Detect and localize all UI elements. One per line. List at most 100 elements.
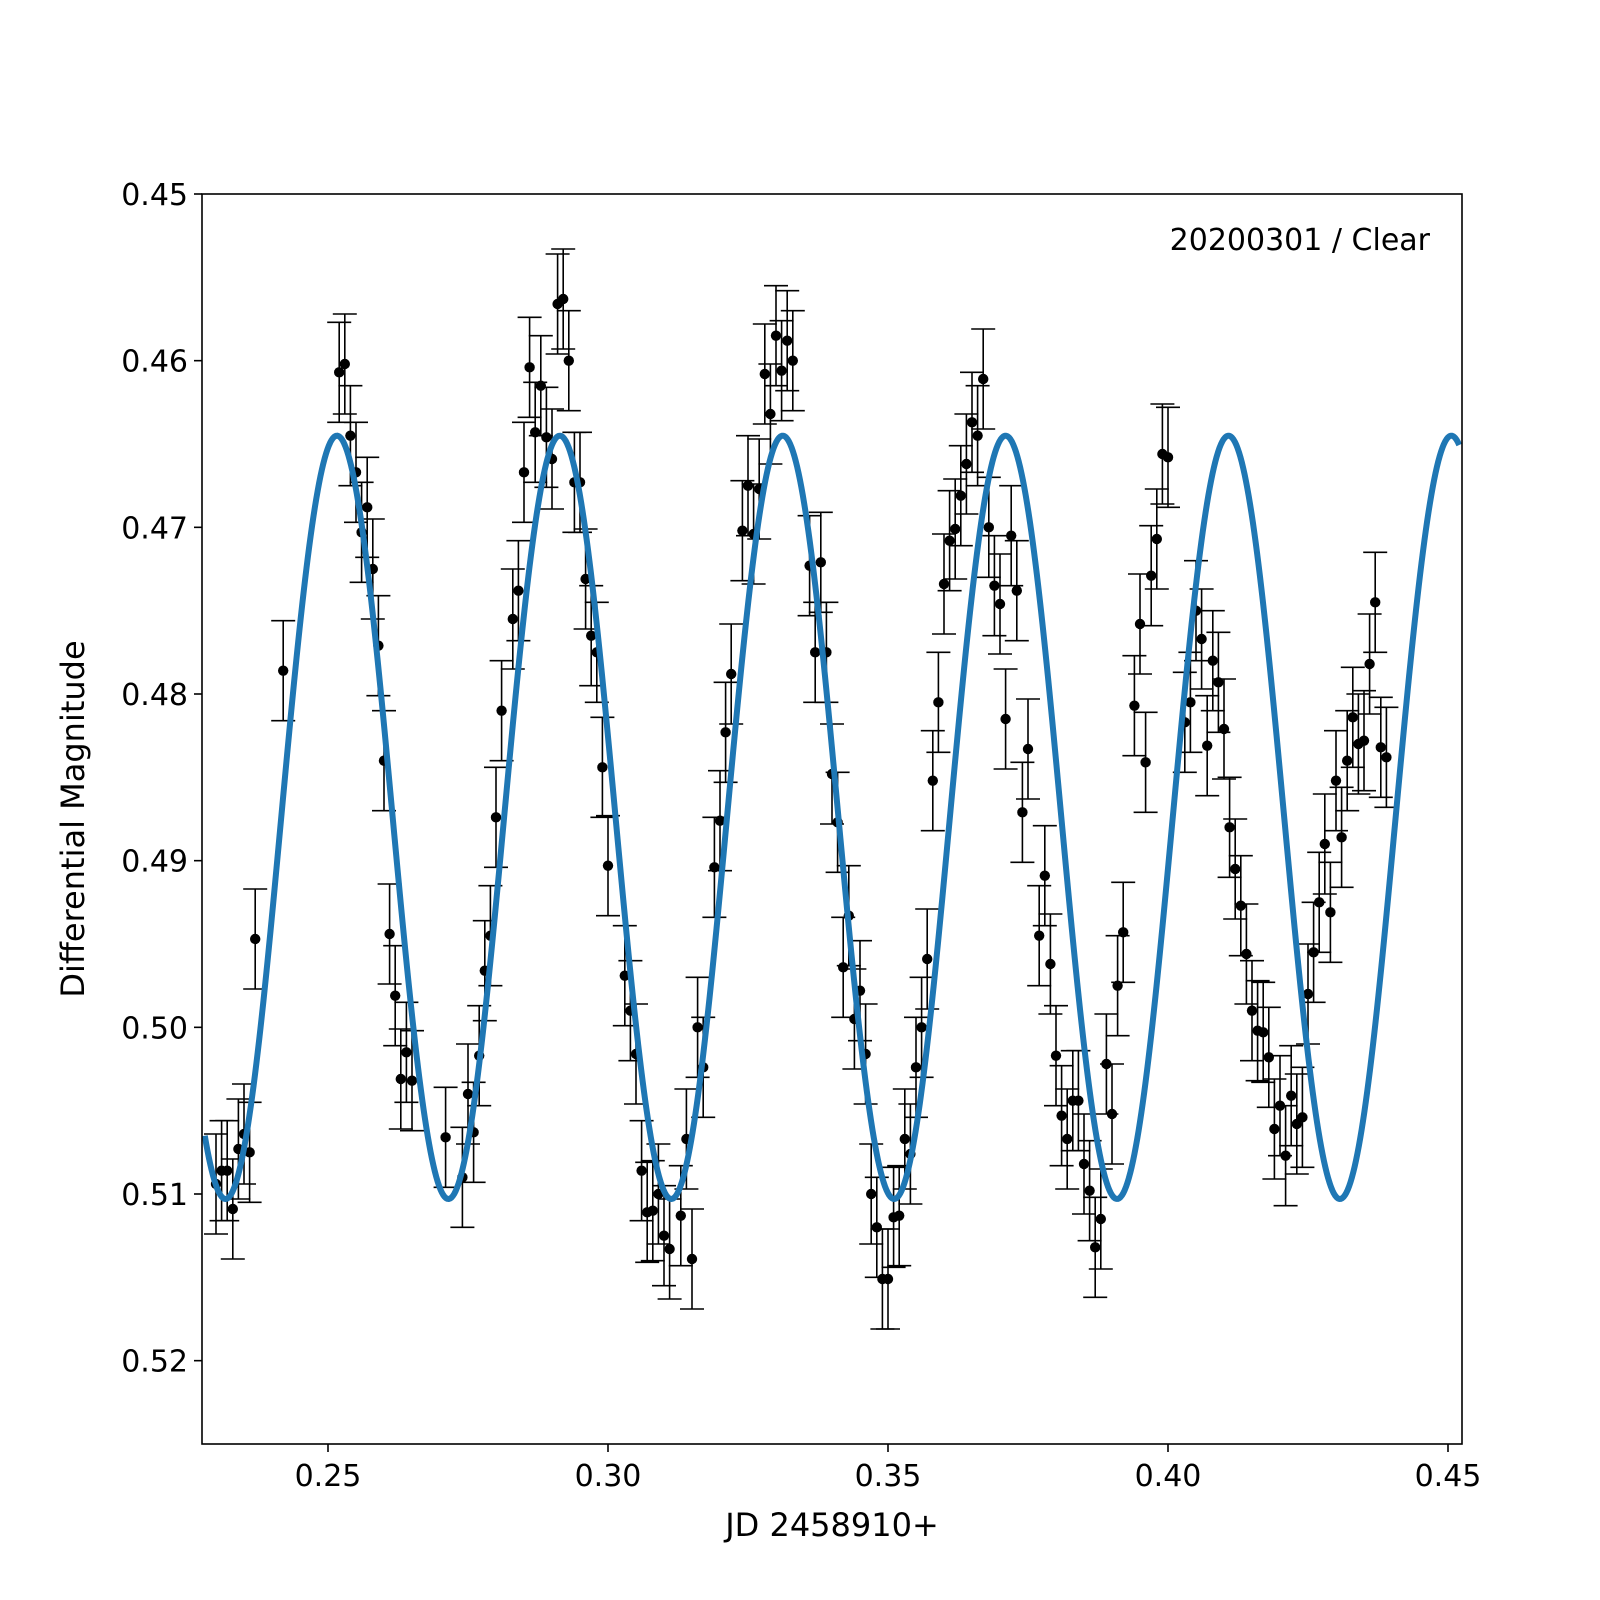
data-point xyxy=(496,705,507,716)
y-tick-label: 0.46 xyxy=(121,345,188,380)
data-point xyxy=(994,598,1006,610)
data-point xyxy=(933,697,944,708)
x-tick-label: 0.30 xyxy=(575,1459,642,1494)
data-point xyxy=(1213,677,1224,688)
data-point xyxy=(787,355,798,366)
data-point xyxy=(1297,1112,1308,1123)
data-point xyxy=(742,480,754,491)
data-point xyxy=(524,362,535,373)
data-point xyxy=(938,578,950,590)
data-point xyxy=(1140,757,1151,768)
y-tick-label: 0.51 xyxy=(121,1178,188,1213)
data-point xyxy=(916,1022,927,1033)
data-point xyxy=(1370,597,1381,608)
data-point xyxy=(1196,633,1207,645)
data-point xyxy=(1073,1095,1084,1106)
data-point xyxy=(1330,775,1342,786)
data-point xyxy=(1000,713,1011,725)
data-point xyxy=(944,535,955,546)
data-point xyxy=(955,490,966,501)
data-point xyxy=(709,862,720,873)
data-point xyxy=(1375,742,1387,753)
y-tick-label: 0.47 xyxy=(121,511,188,546)
data-point xyxy=(1078,1158,1090,1170)
data-point xyxy=(1034,930,1045,941)
plot-frame xyxy=(201,193,1463,1445)
x-axis-ticks: 0.25 0.30 0.35 0.40 0.45 xyxy=(295,1444,1481,1494)
data-point xyxy=(384,928,395,940)
y-axis-ticks: 0.45 0.46 0.47 0.48 0.49 0.50 0.51 0.52 xyxy=(121,178,202,1380)
data-point xyxy=(910,1062,922,1073)
data-point xyxy=(950,523,961,535)
data-point xyxy=(1218,723,1230,735)
data-point xyxy=(227,1203,238,1215)
data-point xyxy=(776,365,787,376)
data-point xyxy=(1022,743,1034,755)
data-point xyxy=(1146,570,1157,581)
data-point xyxy=(1224,822,1235,833)
y-axis-label: Differential Magnitude xyxy=(54,640,92,997)
data-point xyxy=(339,358,350,370)
data-point xyxy=(490,812,502,823)
data-point xyxy=(1162,452,1174,463)
data-point xyxy=(440,1132,451,1143)
data-point xyxy=(535,380,546,391)
data-point xyxy=(726,668,737,680)
data-point xyxy=(345,430,356,441)
data-point xyxy=(815,557,826,568)
data-point xyxy=(278,665,289,676)
data-point xyxy=(1090,1242,1101,1253)
data-point xyxy=(720,727,731,738)
data-point xyxy=(675,1210,686,1221)
data-point xyxy=(1342,755,1353,766)
data-point xyxy=(647,1205,658,1216)
data-point xyxy=(927,775,938,786)
data-point xyxy=(810,647,821,658)
data-point xyxy=(1274,1100,1286,1111)
data-point xyxy=(765,408,776,420)
data-point xyxy=(961,458,972,470)
data-point xyxy=(513,585,524,596)
data-point xyxy=(1050,1050,1062,1061)
data-point xyxy=(1095,1213,1107,1225)
data-point xyxy=(580,573,591,585)
data-point xyxy=(1006,530,1017,541)
data-point xyxy=(395,1073,406,1085)
data-point xyxy=(1280,1150,1291,1161)
y-tick-label: 0.49 xyxy=(121,845,188,880)
chart-annotation: 20200301 / Clear xyxy=(1170,223,1431,258)
data-point xyxy=(1246,1005,1258,1016)
data-point xyxy=(406,1075,418,1086)
data-point xyxy=(1235,900,1247,911)
data-point xyxy=(692,1022,703,1033)
data-point xyxy=(686,1253,698,1265)
data-point xyxy=(866,1188,877,1200)
data-point xyxy=(782,335,793,346)
data-point xyxy=(462,1088,474,1100)
x-tick-label: 0.25 xyxy=(295,1459,362,1494)
data-point xyxy=(222,1165,233,1176)
x-axis-label: JD 2458910+ xyxy=(723,1506,939,1544)
data-point xyxy=(362,502,373,513)
data-point xyxy=(518,467,530,478)
data-point xyxy=(978,373,989,385)
data-point xyxy=(1308,947,1319,958)
data-point xyxy=(871,1222,882,1233)
data-point xyxy=(1325,907,1336,918)
data-point xyxy=(1118,927,1129,938)
data-point xyxy=(894,1210,905,1221)
data-point xyxy=(530,427,541,438)
data-point xyxy=(770,330,782,341)
data-point xyxy=(1302,988,1314,1000)
data-point xyxy=(1039,870,1051,881)
x-tick-label: 0.35 xyxy=(855,1459,922,1494)
data-point xyxy=(1314,897,1325,908)
data-point xyxy=(1202,740,1213,751)
data-point xyxy=(882,1273,894,1285)
y-tick-label: 0.48 xyxy=(121,678,188,713)
data-point xyxy=(558,293,569,305)
data-point xyxy=(1017,807,1028,818)
data-point xyxy=(250,933,261,945)
y-tick-label: 0.52 xyxy=(121,1345,188,1380)
